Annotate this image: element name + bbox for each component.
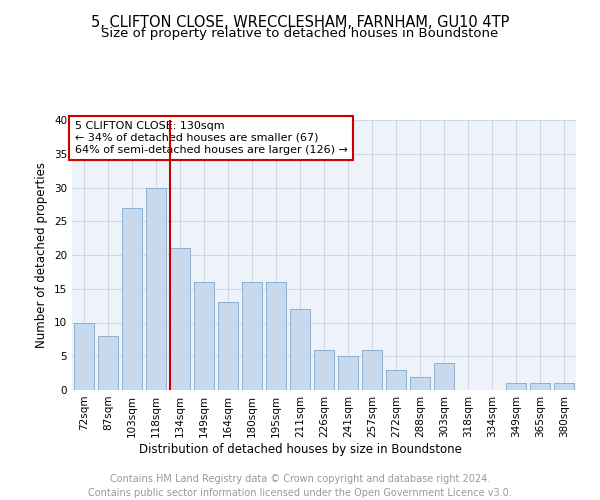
- Bar: [194, 282, 214, 390]
- Bar: [242, 282, 262, 390]
- Bar: [122, 208, 142, 390]
- Bar: [386, 370, 406, 390]
- Bar: [554, 383, 574, 390]
- Bar: [218, 302, 238, 390]
- Bar: [146, 188, 166, 390]
- Bar: [530, 383, 550, 390]
- Bar: [98, 336, 118, 390]
- Bar: [434, 363, 454, 390]
- Bar: [314, 350, 334, 390]
- Bar: [266, 282, 286, 390]
- Bar: [290, 309, 310, 390]
- Text: 5 CLIFTON CLOSE: 130sqm
← 34% of detached houses are smaller (67)
64% of semi-de: 5 CLIFTON CLOSE: 130sqm ← 34% of detache…: [74, 122, 347, 154]
- Text: Distribution of detached houses by size in Boundstone: Distribution of detached houses by size …: [139, 442, 461, 456]
- Bar: [506, 383, 526, 390]
- Bar: [170, 248, 190, 390]
- Text: Contains HM Land Registry data © Crown copyright and database right 2024.
Contai: Contains HM Land Registry data © Crown c…: [88, 474, 512, 498]
- Y-axis label: Number of detached properties: Number of detached properties: [35, 162, 49, 348]
- Bar: [338, 356, 358, 390]
- Text: 5, CLIFTON CLOSE, WRECCLESHAM, FARNHAM, GU10 4TP: 5, CLIFTON CLOSE, WRECCLESHAM, FARNHAM, …: [91, 15, 509, 30]
- Bar: [74, 322, 94, 390]
- Bar: [410, 376, 430, 390]
- Text: Size of property relative to detached houses in Boundstone: Size of property relative to detached ho…: [101, 28, 499, 40]
- Bar: [362, 350, 382, 390]
